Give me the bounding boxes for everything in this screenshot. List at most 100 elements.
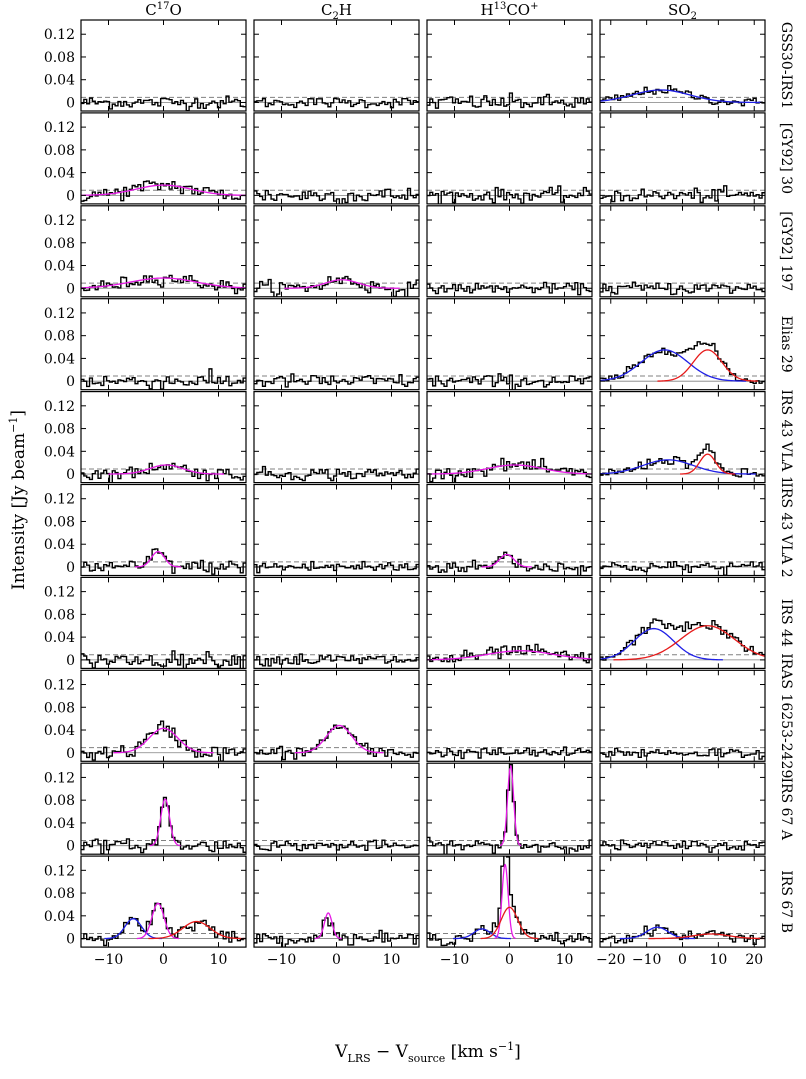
fit-magenta-0 <box>284 279 400 289</box>
source-label: IRS 67 A <box>778 777 794 840</box>
column-title: C2H <box>321 1 352 22</box>
spectrum-line <box>254 653 419 667</box>
y-tick-label: 0.08 <box>44 236 75 252</box>
x-axis-title: VLRS − Vsource [km s−1] <box>334 1040 520 1065</box>
spectrum-line <box>254 917 419 948</box>
panel-r0-c2 <box>426 19 593 112</box>
source-label: IRS 43 VLA 1 <box>778 389 794 484</box>
x-tick-label: −10 <box>632 952 662 968</box>
fit-magenta-0 <box>427 464 592 475</box>
fit-red-1 <box>648 933 765 940</box>
panel-r0-c0: 0 0.04 0.08 0.12 <box>44 19 247 112</box>
fit-magenta-0 <box>134 550 182 568</box>
y-tick-label: 0.08 <box>44 422 75 438</box>
spectrum-line <box>81 180 246 202</box>
y-tick-label: 0 <box>66 839 75 855</box>
panel-r5-c0: 0 0.04 0.08 0.12 <box>44 483 247 577</box>
panel-r8-c0: 0 0.04 0.08 0.12 <box>44 762 247 855</box>
panel-r1-c1 <box>253 112 420 205</box>
fit-red-2 <box>480 906 539 940</box>
fit-blue-0 <box>600 89 762 104</box>
panel-r4-c3 <box>599 391 766 484</box>
panel-r6-c1 <box>253 576 420 670</box>
fit-magenta-1 <box>494 863 516 940</box>
x-tick-label: 10 <box>210 952 228 968</box>
panel-r2-c2 <box>426 205 593 298</box>
y-tick-label: 0 <box>66 95 75 111</box>
column-title: SO2 <box>668 1 697 22</box>
source-label: [GY92] 30 <box>778 123 794 194</box>
spectrum-line <box>81 95 246 111</box>
fit-red-1 <box>613 625 765 661</box>
y-tick-label: 0.12 <box>44 678 75 694</box>
panel-r8-c1 <box>253 762 420 855</box>
y-tick-label: 0.08 <box>44 50 75 66</box>
source-label: IRS 44 <box>778 599 794 647</box>
spectrum-line <box>254 839 419 852</box>
spectrum-line <box>600 560 765 576</box>
y-tick-label: 0.08 <box>44 143 75 159</box>
panel-r1-c0: 0 0.04 0.08 0.12 <box>44 112 247 205</box>
source-label: IRS 43 VLA 2 <box>778 482 794 577</box>
y-tick-label: 0.12 <box>44 213 75 229</box>
fit-magenta-0 <box>427 650 592 661</box>
y-tick-label: 0.08 <box>44 793 75 809</box>
source-label: Elias 29 <box>778 316 794 373</box>
panel-r6-c3 <box>599 576 766 670</box>
y-tick-label: 0.08 <box>44 329 75 345</box>
x-tick-label: 10 <box>709 952 727 968</box>
spectrum-line <box>81 548 246 575</box>
spectrum-line <box>254 465 419 482</box>
source-label: [GY92] 197 <box>778 211 794 291</box>
panel-r5-c2 <box>426 483 593 577</box>
y-tick-label: 0.08 <box>44 607 75 623</box>
column-title: H13CO+ <box>481 1 539 19</box>
fit-magenta-1 <box>136 902 180 940</box>
y-tick-label: 0.08 <box>44 514 75 530</box>
panel-r5-c3 <box>599 483 766 577</box>
x-tick-label: 20 <box>745 952 763 968</box>
panel-r9-c0: 0 0.04 0.08 0.12 −10 0 10 <box>44 855 247 968</box>
x-tick-label: 0 <box>505 952 514 968</box>
panel-r7-c3 <box>599 669 766 762</box>
y-tick-label: 0.04 <box>44 816 75 832</box>
spectrum-line <box>427 185 592 204</box>
y-tick-label: 0.08 <box>44 886 75 902</box>
panel-r5-c1 <box>253 483 420 577</box>
spectrum-line <box>81 720 246 762</box>
spectrum-line <box>427 746 592 760</box>
fit-red-2 <box>148 920 245 940</box>
panel-r0-c1 <box>253 19 420 112</box>
spectrum-line <box>427 92 592 109</box>
panel-r8-c2 <box>426 762 593 855</box>
y-tick-label: 0.12 <box>44 492 75 508</box>
fit-magenta-0 <box>113 727 214 754</box>
panel-r7-c2 <box>426 669 593 762</box>
spectrum-line <box>427 643 592 664</box>
y-tick-label: 0.04 <box>44 909 75 925</box>
y-axis-title: Intensity [Jy beam−1] <box>7 410 29 590</box>
y-tick-label: 0.04 <box>44 723 75 739</box>
panel-r9-c2: −10 0 10 <box>426 855 593 968</box>
spectrum-line <box>600 747 765 760</box>
source-label: GSS30-IRS1 <box>778 22 794 109</box>
x-tick-label: 10 <box>556 952 574 968</box>
spectrum-line <box>81 902 246 947</box>
spectrum-line <box>600 185 765 204</box>
fit-magenta-0 <box>81 184 246 196</box>
spectrum-line <box>254 724 419 761</box>
spectrum-line <box>427 281 592 296</box>
y-tick-label: 0.04 <box>44 259 75 275</box>
panel-r1-c3 <box>599 112 766 205</box>
panel-r9-c1: −10 0 10 <box>253 855 420 968</box>
y-tick-label: 0.04 <box>44 444 75 460</box>
panel-r0-c3 <box>599 19 766 112</box>
y-tick-label: 0 <box>66 932 75 948</box>
y-tick-label: 0.12 <box>44 306 75 322</box>
fit-magenta-0 <box>149 798 181 847</box>
y-tick-label: 0 <box>66 560 75 576</box>
panel-r7-c0: 0 0.04 0.08 0.12 <box>44 669 247 762</box>
fit-magenta-0 <box>108 464 225 475</box>
x-tick-label: −10 <box>267 952 297 968</box>
